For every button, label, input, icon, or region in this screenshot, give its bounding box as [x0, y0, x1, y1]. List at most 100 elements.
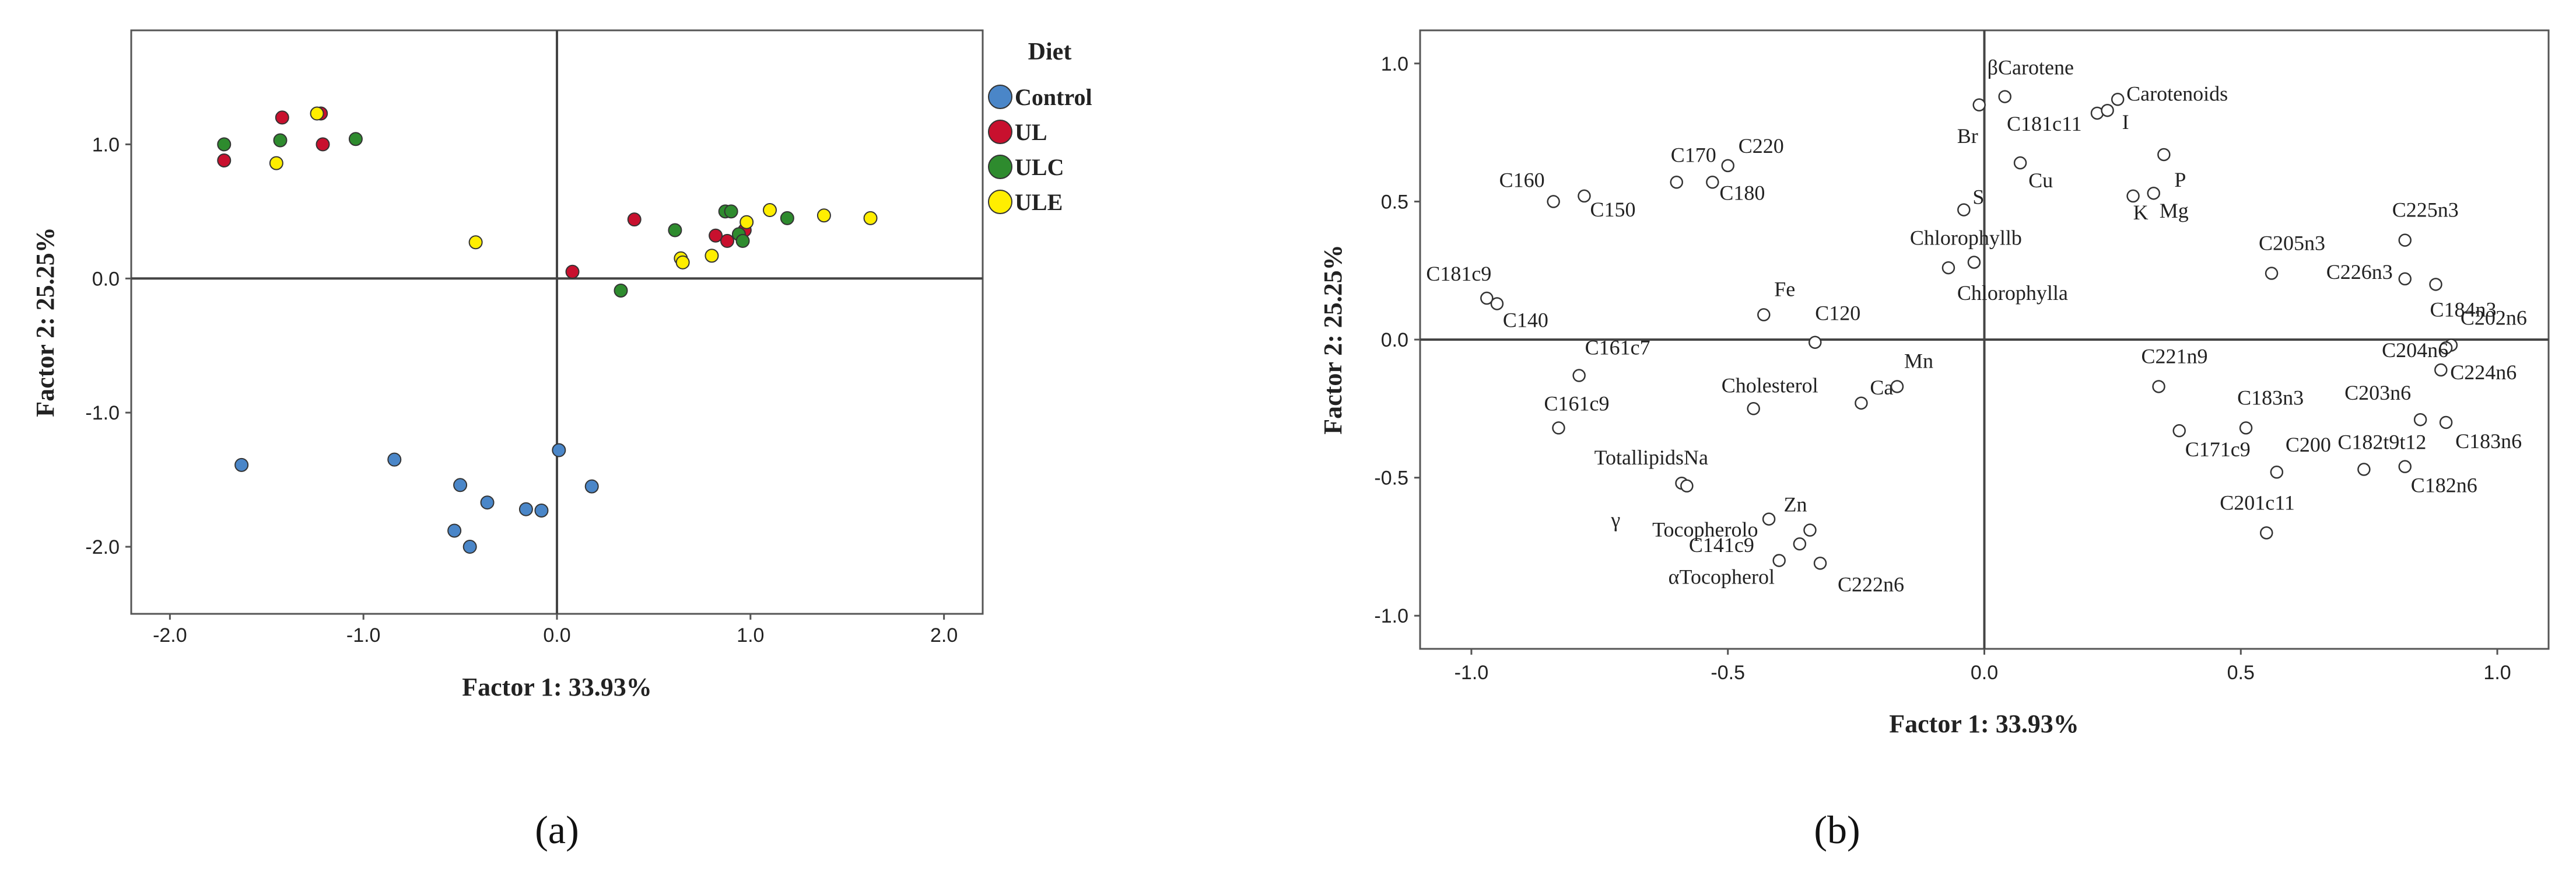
point-control	[234, 457, 249, 472]
loading-label-c161c9: C161c9	[1544, 392, 1609, 415]
loading-point-c171c9	[2172, 424, 2186, 438]
a-y-tick-label: -2.0	[85, 536, 120, 558]
loading-label-c182n6: C182n6	[2411, 474, 2477, 497]
panel-a-y-ticks: -2.0 -1.0 0.0 1.0	[85, 134, 131, 558]
panel-a-diet-scatter: -2.0 -1.0 0.0 1.0 2.0 -2.0 -1.0 0.0 1.0 Factor …	[31, 29, 1092, 852]
loading-label-chlorophyllb: Chlorophyllb	[1910, 226, 2022, 250]
point-ul	[565, 264, 580, 279]
point-ule	[763, 203, 777, 218]
a-x-tick-label: 1.0	[737, 624, 764, 647]
loading-label-c183n3: C183n3	[2237, 386, 2304, 409]
loading-label-c220: C220	[1739, 134, 1784, 158]
legend-swatch-ulc	[988, 155, 1012, 179]
loading-point-c160	[1547, 195, 1560, 208]
point-control	[480, 495, 495, 510]
loading-point-cholesterol	[1747, 402, 1760, 415]
legend-swatch-ule	[988, 190, 1012, 214]
loading-label-c205n3: C205n3	[2259, 231, 2325, 254]
loading-label-c204n6: C204n6	[2382, 338, 2448, 362]
legend-item-ule: ULE	[988, 189, 1063, 215]
point-ule	[310, 106, 324, 121]
point-ulc	[348, 132, 363, 146]
loading-point-c150	[1578, 189, 1591, 203]
loading-label-c183n6: C183n6	[2455, 429, 2522, 453]
loading-point-	[1680, 479, 1694, 493]
point-control	[387, 452, 402, 467]
point-ulc	[217, 137, 232, 152]
loading-label-cholesterol: Cholesterol	[1722, 373, 1818, 397]
point-ulc	[780, 211, 794, 225]
loading-point-c183n6	[2439, 415, 2453, 429]
loading-point-cu	[2013, 156, 2027, 170]
a-y-tick-label: 0.0	[92, 268, 120, 290]
b-y-tick-label: 0.0	[1381, 329, 1408, 351]
loading-point-c203n6	[2413, 413, 2427, 427]
loading-point-c184n3	[2429, 278, 2442, 291]
b-y-tick-label: -1.0	[1374, 605, 1408, 627]
loading-label-tocopherol: αTocopherol	[1669, 565, 1775, 589]
point-ul	[275, 110, 289, 125]
point-ule	[863, 211, 878, 225]
loading-point-c222n6	[1813, 557, 1827, 570]
point-control	[447, 523, 462, 538]
loading-point-fe	[1757, 308, 1771, 322]
loading-label-mn: Mn	[1904, 349, 1933, 372]
loading-point-c220	[1721, 159, 1734, 173]
loading-label-c202n6: C202n6	[2461, 306, 2527, 329]
panel-b-label: (b)	[1814, 808, 1860, 852]
loading-point-c226n3	[2398, 272, 2412, 286]
panel-b-y-ticks: -1.0 -0.5 0.0 0.5 1.0	[1374, 53, 1420, 627]
b-x-tick-label: -0.5	[1711, 662, 1745, 684]
loading-label-c161c7: C161c7	[1585, 336, 1650, 359]
point-control	[552, 443, 566, 457]
loading-point-p	[2157, 148, 2171, 162]
loading-label-c200: C200	[2286, 433, 2331, 456]
panel-b-variable-loadings: -1.0 -0.5 0.0 0.5 1.0 -1.0 -0.5 0.0 0.5 1.0 C160…	[1319, 29, 2550, 852]
panel-a-y-axis-title: Factor 2: 25.25%	[31, 227, 59, 417]
point-ul	[720, 233, 734, 248]
panel-b-x-axis-title: Factor 1: 33.93%	[1889, 710, 2079, 738]
point-ulc	[668, 223, 682, 237]
loading-point-s	[1957, 203, 1971, 216]
loading-point-c225n3	[2398, 233, 2412, 247]
loading-label-fe: Fe	[1774, 277, 1795, 301]
b-y-tick-label: 0.5	[1381, 191, 1408, 213]
point-ule	[269, 156, 283, 170]
a-x-tick-label: 0.0	[543, 624, 570, 647]
loading-label-i: I	[2122, 110, 2129, 134]
loading-label-c171c9: C171c9	[2185, 438, 2251, 461]
loading-point-c182t9t12	[2357, 463, 2371, 476]
loading-label-carotene: βCarotene	[1988, 56, 2074, 79]
loading-point-c224n6	[2434, 363, 2448, 377]
loading-point-zn	[1803, 523, 1817, 537]
point-ul	[627, 212, 642, 227]
loading-label-mg: Mg	[2160, 199, 2189, 222]
loading-label-p: P	[2174, 168, 2186, 191]
point-ulc	[273, 133, 288, 148]
point-ulc	[735, 233, 750, 248]
loading-label-c201c11: C201c11	[2220, 491, 2295, 514]
legend-swatch-control	[988, 85, 1012, 109]
loading-label-carotenoids: Carotenoids	[2126, 82, 2228, 105]
panel-b-x-ticks: -1.0 -0.5 0.0 0.5 1.0	[1455, 649, 2511, 684]
loading-label-tocopherolo: Tocopherolo	[1652, 518, 1758, 541]
loading-point-br	[1972, 98, 1986, 112]
loading-label-c222n6: C222n6	[1838, 572, 1904, 596]
loading-label-c184n3: C184n3	[2430, 298, 2497, 321]
panel-a-label: (a)	[535, 808, 579, 852]
point-control	[534, 503, 549, 518]
loading-point-c161c7	[1572, 369, 1586, 382]
loading-point-chlorophyllb	[1967, 256, 1981, 269]
loading-point-c221n9	[2152, 380, 2165, 393]
b-x-tick-label: 1.0	[2483, 662, 2511, 684]
loading-point-c141c9	[1793, 537, 1807, 551]
loading-point-carotene	[1998, 90, 2011, 103]
loading-label-c181c9: C181c9	[1426, 262, 1491, 285]
loading-point-c201c11	[2260, 526, 2273, 540]
loading-point-i	[2101, 103, 2114, 117]
point-ulc	[724, 204, 738, 219]
b-x-tick-label: 0.0	[1971, 662, 1998, 684]
point-ul	[217, 153, 232, 167]
loading-label-c203n6: C203n6	[2344, 381, 2411, 404]
loading-point-tocopherol	[1772, 554, 1786, 567]
